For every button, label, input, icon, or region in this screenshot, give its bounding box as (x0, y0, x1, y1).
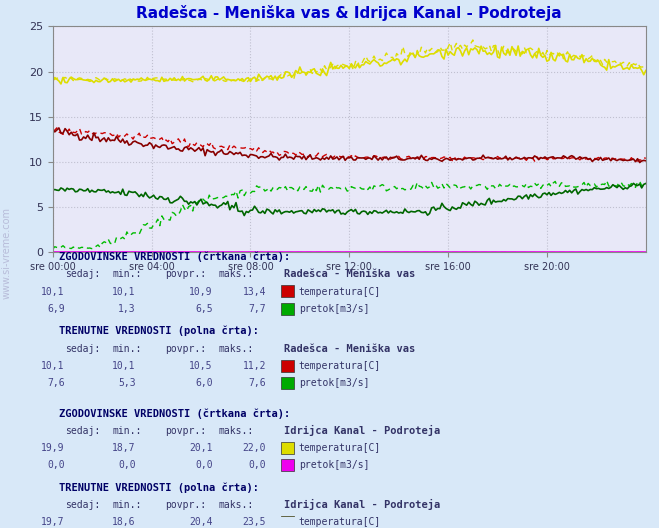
Text: temperatura[C]: temperatura[C] (299, 361, 381, 371)
Text: 18,7: 18,7 (112, 443, 136, 453)
Text: 10,9: 10,9 (189, 287, 213, 297)
FancyBboxPatch shape (281, 360, 294, 372)
Text: 5,3: 5,3 (118, 378, 136, 388)
Text: 19,9: 19,9 (41, 443, 65, 453)
Text: min.:: min.: (112, 269, 142, 279)
Text: 23,5: 23,5 (243, 517, 266, 527)
Text: sedaj:: sedaj: (65, 426, 100, 436)
Text: sedaj:: sedaj: (65, 269, 100, 279)
Text: maks.:: maks.: (219, 426, 254, 436)
Text: 10,5: 10,5 (189, 361, 213, 371)
Text: 10,1: 10,1 (112, 287, 136, 297)
FancyBboxPatch shape (281, 516, 294, 528)
FancyBboxPatch shape (281, 286, 294, 297)
Text: min.:: min.: (112, 344, 142, 354)
Text: 19,7: 19,7 (41, 517, 65, 527)
Text: maks.:: maks.: (219, 269, 254, 279)
Text: pretok[m3/s]: pretok[m3/s] (299, 304, 369, 314)
Text: temperatura[C]: temperatura[C] (299, 443, 381, 453)
Text: pretok[m3/s]: pretok[m3/s] (299, 378, 369, 388)
Text: Idrijca Kanal - Podroteja: Idrijca Kanal - Podroteja (284, 425, 440, 436)
Text: www.si-vreme.com: www.si-vreme.com (1, 208, 12, 299)
Text: 11,2: 11,2 (243, 361, 266, 371)
Text: povpr.:: povpr.: (165, 500, 206, 510)
Text: 6,9: 6,9 (47, 304, 65, 314)
Text: 7,6: 7,6 (47, 378, 65, 388)
Text: ZGODOVINSKE VREDNOSTI (črtkana črta):: ZGODOVINSKE VREDNOSTI (črtkana črta): (59, 408, 290, 419)
Text: pretok[m3/s]: pretok[m3/s] (299, 460, 369, 470)
FancyBboxPatch shape (281, 377, 294, 389)
Text: 10,1: 10,1 (112, 361, 136, 371)
Text: 7,7: 7,7 (248, 304, 266, 314)
Text: sedaj:: sedaj: (65, 500, 100, 510)
Text: ZGODOVINSKE VREDNOSTI (črtkana črta):: ZGODOVINSKE VREDNOSTI (črtkana črta): (59, 252, 290, 262)
Text: 18,6: 18,6 (112, 517, 136, 527)
Text: 0,0: 0,0 (118, 460, 136, 470)
Text: 7,6: 7,6 (248, 378, 266, 388)
Text: min.:: min.: (112, 426, 142, 436)
Text: Radešca - Meniška vas: Radešca - Meniška vas (284, 344, 415, 354)
Text: 22,0: 22,0 (243, 443, 266, 453)
Text: povpr.:: povpr.: (165, 269, 206, 279)
Text: 10,1: 10,1 (41, 361, 65, 371)
Text: 0,0: 0,0 (248, 460, 266, 470)
Text: TRENUTNE VREDNOSTI (polna črta):: TRENUTNE VREDNOSTI (polna črta): (59, 326, 258, 336)
FancyBboxPatch shape (281, 459, 294, 471)
Text: 0,0: 0,0 (195, 460, 213, 470)
Text: temperatura[C]: temperatura[C] (299, 517, 381, 527)
Text: 0,0: 0,0 (47, 460, 65, 470)
Text: temperatura[C]: temperatura[C] (299, 287, 381, 297)
Text: 6,5: 6,5 (195, 304, 213, 314)
Text: sedaj:: sedaj: (65, 344, 100, 354)
Text: 6,0: 6,0 (195, 378, 213, 388)
Text: Radešca - Meniška vas: Radešca - Meniška vas (284, 269, 415, 279)
Text: min.:: min.: (112, 500, 142, 510)
Text: 10,1: 10,1 (41, 287, 65, 297)
Text: maks.:: maks.: (219, 500, 254, 510)
Text: povpr.:: povpr.: (165, 426, 206, 436)
Text: 13,4: 13,4 (243, 287, 266, 297)
FancyBboxPatch shape (281, 303, 294, 315)
Text: maks.:: maks.: (219, 344, 254, 354)
Text: povpr.:: povpr.: (165, 344, 206, 354)
Text: 20,4: 20,4 (189, 517, 213, 527)
FancyBboxPatch shape (281, 442, 294, 454)
Title: Radešca - Meniška vas & Idrijca Kanal - Podroteja: Radešca - Meniška vas & Idrijca Kanal - … (136, 5, 562, 21)
Text: 20,1: 20,1 (189, 443, 213, 453)
Text: TRENUTNE VREDNOSTI (polna črta):: TRENUTNE VREDNOSTI (polna črta): (59, 483, 258, 493)
Text: Idrijca Kanal - Podroteja: Idrijca Kanal - Podroteja (284, 499, 440, 510)
Text: 1,3: 1,3 (118, 304, 136, 314)
